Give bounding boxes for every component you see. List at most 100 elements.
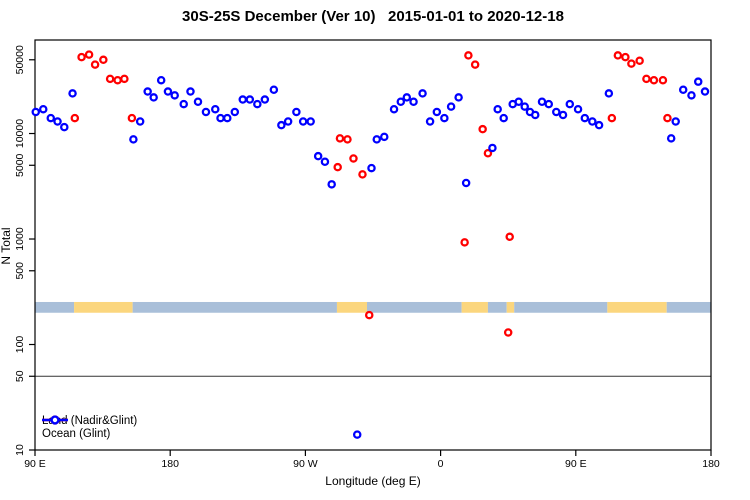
- data-point-land: [483, 149, 493, 158]
- data-point-ocean: [454, 93, 463, 102]
- data-point-land: [613, 51, 623, 60]
- band-segment-land: [607, 301, 667, 313]
- data-point-land: [364, 310, 374, 320]
- data-point-ocean: [327, 180, 336, 189]
- data-point-ocean: [594, 120, 604, 130]
- data-point-land: [503, 328, 513, 337]
- data-point-ocean: [409, 97, 418, 107]
- legend-circle: [50, 415, 60, 425]
- data-point-ocean: [156, 75, 166, 85]
- data-point-ocean: [678, 85, 688, 94]
- x-axis-label: Longitude (deg E): [325, 474, 421, 488]
- data-point-land: [113, 75, 122, 85]
- data-point-land: [649, 75, 659, 85]
- data-point-land: [658, 75, 668, 85]
- data-point-land: [460, 238, 469, 247]
- y-tick-label: 1000: [14, 227, 26, 251]
- y-tick-label: 500: [14, 262, 26, 280]
- data-point-ocean: [432, 107, 442, 117]
- data-point-land: [77, 52, 86, 62]
- band-segment-ocean: [35, 301, 75, 313]
- data-point-ocean: [565, 99, 575, 109]
- data-point-land: [343, 135, 352, 144]
- data-point-land: [642, 74, 651, 84]
- data-point-ocean: [292, 107, 301, 117]
- data-point-ocean: [580, 113, 590, 123]
- y-tick-label: 50: [14, 370, 26, 382]
- data-point-ocean: [135, 117, 145, 126]
- data-point-land: [635, 56, 644, 65]
- data-point-ocean: [320, 157, 330, 166]
- x-tick-label: 180: [161, 458, 179, 470]
- data-point-ocean: [499, 113, 508, 123]
- data-point-ocean: [520, 102, 529, 111]
- data-point-land: [105, 74, 115, 84]
- data-point-ocean: [298, 117, 308, 126]
- legend-label-land: Land (Nadir&Glint): [42, 414, 138, 427]
- data-point-ocean: [216, 113, 225, 123]
- data-point-ocean: [211, 104, 220, 114]
- data-point-land: [84, 50, 94, 59]
- y-tick-label: 50000: [14, 45, 26, 74]
- data-point-land: [70, 113, 80, 123]
- data-point-ocean: [493, 104, 502, 114]
- legend-item-ocean: Ocean (Glint): [42, 415, 137, 440]
- data-point-ocean: [39, 104, 48, 114]
- data-point-ocean: [186, 87, 195, 96]
- band-segment-ocean: [366, 301, 462, 313]
- data-point-ocean: [402, 93, 412, 102]
- data-point-ocean: [380, 132, 389, 142]
- data-point-ocean: [700, 87, 710, 96]
- data-point-ocean: [552, 107, 561, 117]
- data-point-land: [505, 232, 514, 242]
- y-tick-label: 100: [14, 336, 26, 354]
- data-point-land: [478, 124, 487, 134]
- data-point-ocean: [418, 89, 427, 98]
- data-point-ocean: [573, 104, 583, 114]
- ocean-series-symbol-icon: [42, 415, 68, 425]
- data-point-ocean: [558, 110, 568, 120]
- data-point-ocean: [544, 99, 554, 109]
- data-point-ocean: [129, 135, 138, 144]
- data-point-ocean: [201, 107, 211, 117]
- band-segment-ocean: [132, 301, 337, 313]
- data-point-land: [333, 162, 342, 172]
- data-point-land: [621, 52, 630, 62]
- data-point-ocean: [352, 430, 362, 439]
- band-segment-ocean: [487, 301, 507, 313]
- data-point-ocean: [53, 117, 62, 126]
- data-point-ocean: [514, 97, 523, 107]
- data-point-ocean: [230, 107, 240, 117]
- data-point-land: [358, 170, 367, 179]
- data-point-ocean: [46, 113, 56, 123]
- band-segment-ocean: [514, 301, 608, 313]
- data-point-land: [127, 113, 137, 123]
- x-tick-label: 0: [438, 458, 444, 470]
- data-point-ocean: [143, 87, 152, 96]
- data-point-ocean: [396, 97, 406, 107]
- x-tick-label: 90 W: [293, 458, 318, 470]
- data-point-ocean: [313, 151, 323, 161]
- data-point-ocean: [31, 107, 41, 117]
- data-point-ocean: [372, 135, 382, 144]
- data-point-ocean: [389, 104, 399, 114]
- data-point-land: [663, 113, 672, 123]
- data-point-ocean: [461, 178, 471, 188]
- data-point-land: [607, 113, 617, 123]
- data-point-land: [99, 55, 108, 65]
- data-point-ocean: [440, 113, 449, 123]
- y-tick-label: 5000: [14, 153, 26, 177]
- legend-label-ocean: Ocean (Glint): [42, 427, 111, 440]
- band-segment-land: [461, 301, 488, 313]
- data-point-ocean: [604, 89, 614, 98]
- data-point-land: [335, 134, 345, 143]
- y-tick-label: 10000: [14, 119, 26, 148]
- data-point-ocean: [260, 95, 270, 104]
- data-point-ocean: [283, 117, 293, 126]
- data-point-ocean: [306, 117, 315, 126]
- data-point-ocean: [245, 95, 255, 104]
- data-point-ocean: [446, 102, 456, 111]
- band-segment-land: [74, 301, 133, 313]
